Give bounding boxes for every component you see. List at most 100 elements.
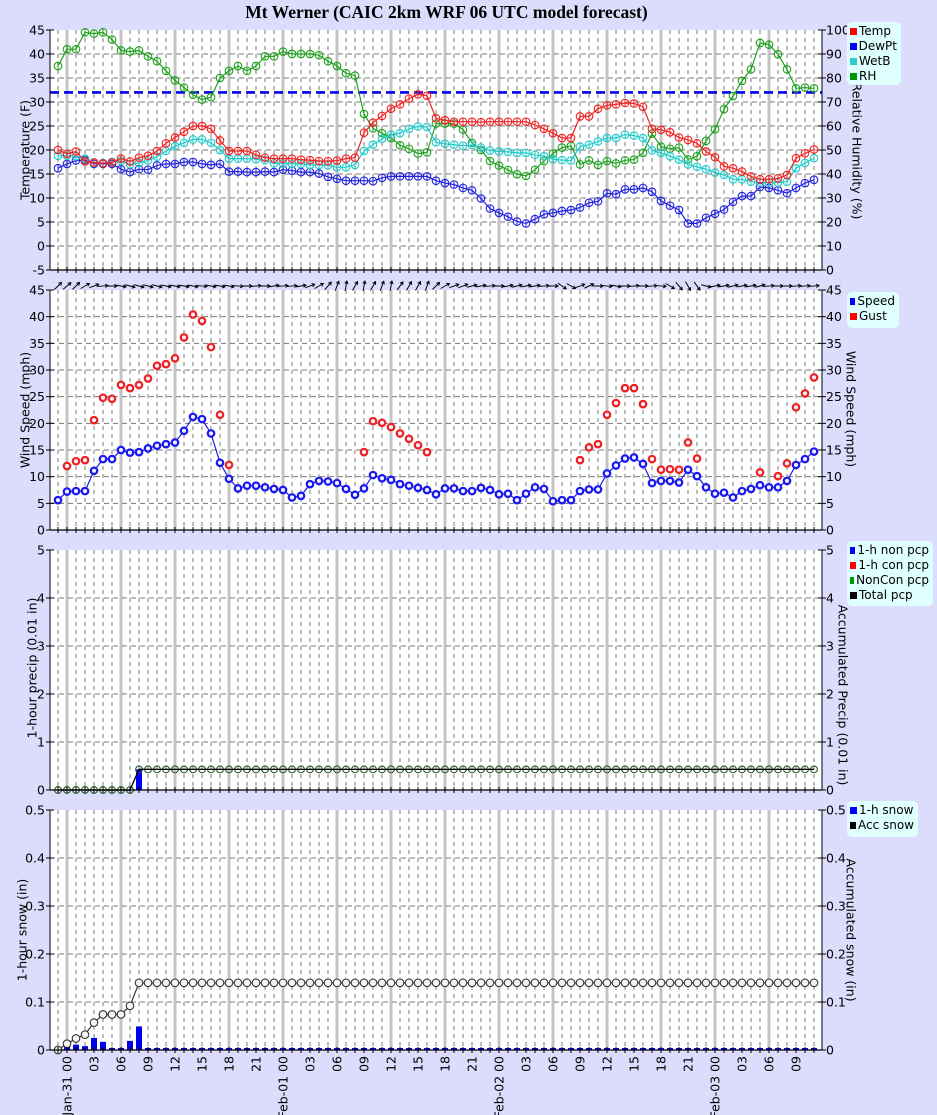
wind-arrow-head-icon [275, 283, 280, 288]
wind-arrow-icon [646, 285, 658, 287]
data-point-marker [224, 474, 234, 484]
wind-arrow-icon [458, 283, 468, 289]
data-point-marker [80, 1030, 90, 1039]
wind-arrow-head-icon [203, 284, 208, 289]
y-tick-label-right: 20 [826, 416, 842, 431]
data-point-marker [224, 460, 234, 470]
wind-arrow-icon [169, 284, 181, 288]
panel-snow: 0.5 0.4 0.3 0.2 0.1 0 0.5 0.4 0.3 0.2 0.1 0 [25, 803, 846, 1058]
wind-arrow-icon [763, 285, 775, 287]
wind-arrow-icon [728, 284, 738, 288]
x-tick-label: Feb-03 00 [708, 1056, 723, 1115]
snow-ylabel-right: Accumulated snow (in) [843, 858, 859, 1002]
legend-label: WetB [859, 54, 891, 68]
y-tick-label-right: 70 [826, 95, 842, 110]
x-tick-label: 18 [222, 1056, 237, 1072]
wind-arrow-icon [379, 281, 385, 291]
wind-arrow-head-icon [501, 283, 505, 289]
data-point-marker [791, 402, 801, 412]
data-point-marker [530, 978, 540, 988]
data-point-marker [773, 978, 783, 988]
data-point-marker [116, 445, 126, 455]
data-point-marker [647, 478, 657, 488]
wind-arrow-head-icon [320, 282, 325, 287]
data-point-marker [494, 489, 504, 499]
series-1-h-non-pcp [136, 769, 142, 790]
y-tick-label-right: 50 [826, 143, 842, 158]
y-tick-label-left: 40 [29, 47, 45, 62]
page-title: Mt Werner (CAIC 2km WRF 06 UTC model for… [245, 2, 648, 22]
wind-arrow-head-icon [212, 284, 217, 289]
data-point-marker [197, 414, 207, 424]
data-point-marker [125, 383, 135, 393]
x-tick-label: 12 [168, 1056, 183, 1072]
data-point-marker [449, 484, 459, 493]
data-point-marker [800, 389, 810, 398]
y-tick-label-right: 40 [826, 167, 842, 182]
legend-item-1h-con-pcp: 1-h con pcp [850, 558, 929, 573]
data-point-marker [548, 978, 558, 988]
data-point-marker [800, 978, 810, 988]
data-point-marker [809, 447, 819, 456]
wind-arrow-head-icon [581, 283, 586, 288]
y-tick-label-right: 30 [826, 191, 842, 206]
wind-arrow-head-icon [455, 283, 460, 288]
wind-arrow-head-icon [76, 281, 81, 286]
wind-arrow-head-icon [167, 284, 172, 289]
data-point-marker [584, 442, 594, 452]
data-point-marker [791, 460, 801, 470]
legend-swatch-icon [850, 562, 857, 569]
data-point-marker [431, 489, 441, 499]
x-tick-label: 06 [330, 1056, 345, 1072]
y-tick-label-right: 100 [826, 23, 850, 38]
data-point-marker [413, 978, 423, 988]
data-point-marker [773, 471, 783, 481]
wind-arrow-head-icon [662, 284, 667, 289]
legend-swatch-icon [850, 298, 856, 305]
data-point-marker [377, 978, 387, 988]
wind-ylabel-left: Wind Speed (mph) [17, 351, 33, 469]
data-point-marker [152, 361, 162, 371]
panel-temp: 454035302520151050-510090807060504030201… [29, 23, 850, 278]
y-tick-label-left: 1 [37, 735, 45, 750]
y-tick-label-right: 4 [826, 591, 834, 606]
y-tick-label-left: 40 [29, 309, 45, 324]
wind-arrow-head-icon [590, 283, 595, 287]
wind-arrow-head-icon [425, 280, 430, 285]
x-tick-label: 06 [762, 1056, 777, 1072]
data-point-marker [233, 978, 243, 988]
wind-arrow-head-icon [446, 282, 451, 287]
data-point-marker [602, 410, 612, 420]
bar [136, 1026, 142, 1050]
wind-arrow-head-icon [696, 286, 701, 291]
data-point-marker [647, 454, 657, 464]
data-point-marker [791, 978, 801, 988]
y-tick-label-left: 0.1 [25, 995, 45, 1010]
data-point-marker [359, 484, 369, 493]
wind-arrow-icon [370, 281, 376, 291]
legend-item-noncon-pcp: NonCon pcp [850, 573, 929, 588]
wind-arrow-icon [718, 284, 730, 288]
wind-arrow-icon [584, 283, 594, 289]
y-tick-label-right: 0 [826, 1043, 834, 1058]
y-tick-label-left: 10 [29, 191, 45, 206]
data-point-marker [665, 464, 675, 474]
y-tick-label-right: 0.5 [826, 803, 846, 818]
data-point-marker [503, 978, 513, 988]
data-point-marker [575, 455, 585, 465]
legend-label: RH [859, 69, 877, 83]
y-tick-label-right: 35 [826, 336, 842, 351]
data-point-marker [593, 485, 603, 494]
wind-arrow-head-icon [354, 280, 359, 285]
panel-precip: 5 4 3 2 1 0 5 4 3 2 1 0 [37, 543, 834, 798]
wind-arrow-icon [305, 283, 315, 289]
wind-arrow-head-icon [389, 280, 394, 285]
data-point-marker [395, 429, 405, 438]
wind-arrow-icon [736, 284, 748, 288]
wind-arrow-head-icon [734, 283, 739, 288]
data-point-marker [593, 439, 603, 449]
y-tick-label-left: 2 [37, 687, 45, 702]
y-tick-label-left: 5 [37, 543, 45, 558]
wind-direction-arrows [54, 280, 820, 292]
